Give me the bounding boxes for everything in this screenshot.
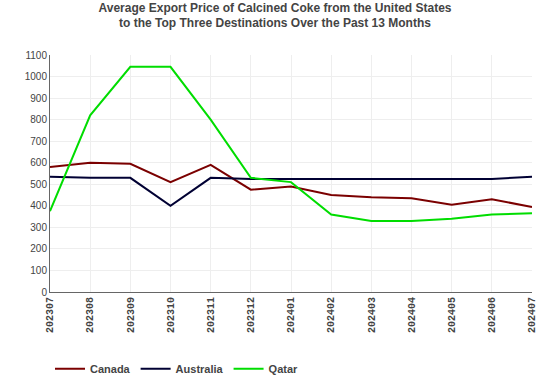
svg-text:202401: 202401 <box>286 297 297 333</box>
svg-text:202403: 202403 <box>367 297 378 333</box>
svg-text:700: 700 <box>30 136 47 147</box>
svg-text:1100: 1100 <box>25 50 47 61</box>
svg-text:Qatar: Qatar <box>269 363 298 375</box>
svg-text:202308: 202308 <box>85 297 96 333</box>
svg-text:1000: 1000 <box>25 71 48 82</box>
svg-text:100: 100 <box>30 265 47 276</box>
svg-text:202307: 202307 <box>45 297 56 333</box>
svg-text:0: 0 <box>41 287 47 298</box>
svg-text:900: 900 <box>30 93 47 104</box>
svg-text:Average Export Price of Calcin: Average Export Price of Calcined Coke fr… <box>99 1 452 31</box>
svg-text:800: 800 <box>30 114 47 125</box>
svg-text:600: 600 <box>30 157 47 168</box>
svg-text:202310: 202310 <box>166 297 177 333</box>
svg-text:202312: 202312 <box>246 297 257 333</box>
svg-text:Australia: Australia <box>176 363 224 375</box>
svg-text:300: 300 <box>30 222 47 233</box>
svg-text:500: 500 <box>30 179 47 190</box>
svg-text:202404: 202404 <box>407 297 418 333</box>
svg-text:400: 400 <box>30 200 47 211</box>
svg-text:202402: 202402 <box>326 297 337 333</box>
svg-text:202311: 202311 <box>206 297 217 333</box>
svg-text:202406: 202406 <box>487 297 498 333</box>
svg-text:200: 200 <box>30 243 47 254</box>
svg-text:202309: 202309 <box>126 297 137 333</box>
svg-text:Canada: Canada <box>90 363 131 375</box>
svg-text:202407: 202407 <box>527 297 538 333</box>
svg-text:202405: 202405 <box>447 297 458 333</box>
